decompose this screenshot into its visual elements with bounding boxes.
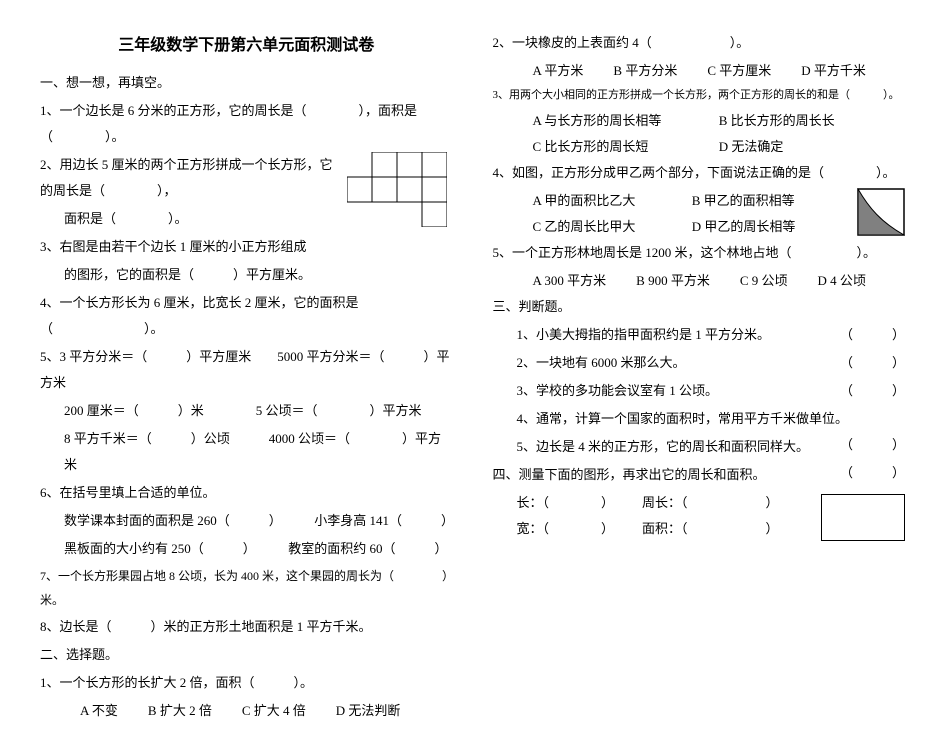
tf-4-blank: （ ） — [840, 432, 905, 458]
q7: 7、一个长方形果园占地 8 公顷，长为 400 米，这个果园的周长为（ ）米。 — [40, 564, 453, 612]
tf-1: 1、小美大拇指的指甲面积约是 1 平方分米。 （ ） — [493, 322, 906, 348]
q5-line2: 200 厘米＝（ ）米 5 公顷＝（ ）平方米 — [40, 398, 453, 424]
perimeter-blank: 周长：（ ） — [642, 490, 779, 516]
choice-4-d: D 甲乙的周长相等 — [692, 214, 851, 240]
tf-3: 3、学校的多功能会议室有 1 公顷。 （ ） — [493, 378, 906, 404]
choice-5-d: D 4 公顷 — [818, 268, 866, 294]
choice-5-a: A 300 平方米 — [533, 268, 607, 294]
tf-5-blank: （ ） — [840, 460, 905, 486]
choice-5-options: A 300 平方米 B 900 平方米 C 9 公顷 D 4 公顷 — [493, 268, 906, 294]
choice-2-a: A 平方米 — [533, 58, 584, 84]
q5-line3: 8 平方千米＝（ ）公顷 4000 公顷＝（ ）平方米 — [40, 426, 453, 478]
right-column: 2、一块橡皮的上表面约 4（ ）。 A 平方米 B 平方分米 C 平方厘米 D … — [493, 30, 906, 724]
choice-2-b: B 平方分米 — [613, 58, 677, 84]
left-column: 三年级数学下册第六单元面积测试卷 一、想一想，再填空。 1、一个边长是 6 分米… — [40, 30, 453, 724]
q6-header: 6、在括号里填上合适的单位。 — [40, 480, 453, 506]
tf-4: 4、通常，计算一个国家的面积时，常用平方千米做单位。 （ ） — [493, 406, 906, 432]
choice-1-d: D 无法判断 — [336, 698, 401, 724]
choice-2-d: D 平方千米 — [801, 58, 866, 84]
choice-4: 4、如图，正方形分成甲乙两个部分，下面说法正确的是（ ）。 — [493, 160, 906, 186]
choice-5-b: B 900 平方米 — [636, 268, 710, 294]
section-2-header: 二、选择题。 — [40, 642, 453, 668]
measure-row-2: 宽：（ ） 面积：（ ） — [493, 516, 822, 542]
choice-4-c: C 乙的周长比甲大 — [533, 214, 692, 240]
tf-3-text: 3、学校的多功能会议室有 1 公顷。 — [517, 383, 719, 398]
choice-2-options: A 平方米 B 平方分米 C 平方厘米 D 平方千米 — [493, 58, 906, 84]
width-blank: 宽：（ ） — [517, 516, 615, 542]
choice-1-options: A 不变 B 扩大 2 倍 C 扩大 4 倍 D 无法判断 — [40, 698, 453, 724]
q3-line2: 的图形，它的面积是（ ）平方厘米。 — [40, 262, 453, 288]
choice-4-a: A 甲的面积比乙大 — [533, 188, 692, 214]
q6-line2: 黑板面的大小约有 250（ ） 教室的面积约 60（ ） — [40, 536, 453, 562]
choice-3-a: A 与长方形的周长相等 — [533, 108, 719, 134]
choice-2: 2、一块橡皮的上表面约 4（ ）。 — [493, 30, 906, 56]
choice-1-a: A 不变 — [80, 698, 118, 724]
choice-5: 5、一个正方形林地周长是 1200 米，这个林地占地（ ）。 — [493, 240, 906, 266]
q5-line1: 5、3 平方分米＝（ ）平方厘米 5000 平方分米＝（ ）平方米 — [40, 344, 453, 396]
choice-3-d: D 无法确定 — [719, 134, 905, 160]
tf-1-text: 1、小美大拇指的指甲面积约是 1 平方分米。 — [517, 327, 771, 342]
measure-row-1: 长：（ ） 周长：（ ） — [493, 490, 822, 516]
q1: 1、一个边长是 6 分米的正方形，它的周长是（ ），面积是（ ）。 — [40, 98, 453, 150]
tf-3-blank: （ ） — [840, 378, 905, 404]
q8: 8、边长是（ ）米的正方形土地面积是 1 平方千米。 — [40, 614, 453, 640]
worksheet-title: 三年级数学下册第六单元面积测试卷 — [40, 30, 453, 62]
choice-4-b: B 甲乙的面积相等 — [692, 188, 851, 214]
section-3-header: 三、判断题。 — [493, 294, 906, 320]
tf-4-text: 4、通常，计算一个国家的面积时，常用平方千米做单位。 — [517, 411, 849, 426]
length-blank: 长：（ ） — [517, 490, 615, 516]
section-1-header: 一、想一想，再填空。 — [40, 70, 453, 96]
choice-3-options: A 与长方形的周长相等 B 比长方形的周长长 C 比长方形的周长短 D 无法确定 — [493, 108, 906, 160]
tf-5-text: 5、边长是 4 米的正方形，它的周长和面积同样大。 — [517, 439, 810, 454]
q3-line1: 3、右图是由若干个边长 1 厘米的小正方形组成 — [40, 234, 453, 260]
choice-3: 3、用两个大小相同的正方形拼成一个长方形，两个正方形的周长的和是（ ）。 — [493, 84, 906, 106]
choice-4-options: A 甲的面积比乙大 B 甲乙的面积相等 C 乙的周长比甲大 D 甲乙的周长相等 — [493, 188, 852, 240]
choice-3-c: C 比长方形的周长短 — [533, 134, 719, 160]
tf-2: 2、一块地有 6000 米那么大。 （ ） — [493, 350, 906, 376]
polyomino-figure — [347, 152, 447, 227]
square-diagonal-figure — [857, 188, 905, 236]
choice-1: 1、一个长方形的长扩大 2 倍，面积（ ）。 — [40, 670, 453, 696]
measure-rectangle-figure — [821, 494, 905, 541]
tf-1-blank: （ ） — [840, 322, 905, 348]
q4: 4、一个长方形长为 6 厘米，比宽长 2 厘米，它的面积是（ ）。 — [40, 290, 453, 342]
choice-1-c: C 扩大 4 倍 — [242, 698, 306, 724]
choice-5-c: C 9 公顷 — [740, 268, 788, 294]
choice-1-b: B 扩大 2 倍 — [148, 698, 212, 724]
q6-line1: 数学课本封面的面积是 260（ ） 小李身高 141（ ） — [40, 508, 453, 534]
choice-3-b: B 比长方形的周长长 — [719, 108, 905, 134]
area-blank: 面积：（ ） — [642, 516, 779, 542]
tf-2-text: 2、一块地有 6000 米那么大。 — [517, 355, 686, 370]
tf-2-blank: （ ） — [840, 350, 905, 376]
choice-2-c: C 平方厘米 — [707, 58, 771, 84]
